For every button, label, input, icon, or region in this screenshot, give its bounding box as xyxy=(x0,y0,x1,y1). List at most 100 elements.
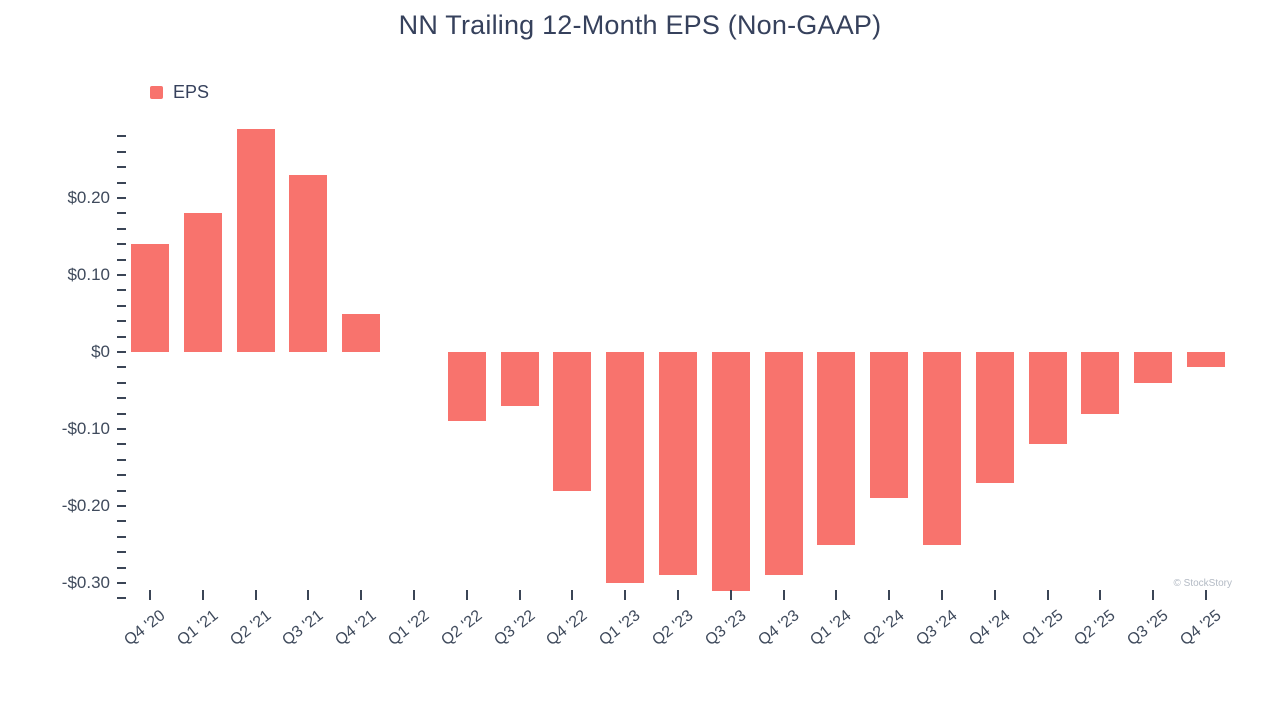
bar xyxy=(447,352,486,422)
y-axis-tick xyxy=(117,227,126,230)
x-axis-tick xyxy=(1046,590,1049,600)
x-axis-tick xyxy=(1205,590,1207,600)
x-axis-label: Q2 '24 xyxy=(860,607,908,650)
y-axis-tick xyxy=(117,243,126,246)
x-axis-tick xyxy=(307,590,310,600)
x-axis-label: Q1 '24 xyxy=(807,607,855,650)
x-axis-tick xyxy=(201,590,204,600)
x-axis-label: Q4 '21 xyxy=(332,607,380,650)
bar xyxy=(817,352,856,545)
x-axis-tick xyxy=(624,590,627,600)
bar xyxy=(711,352,750,591)
bar xyxy=(764,352,803,576)
x-axis-tick xyxy=(835,590,838,600)
y-axis-tick xyxy=(117,366,126,369)
x-axis-label: Q1 '25 xyxy=(1018,607,1067,650)
y-axis-label: -$0.20 xyxy=(61,496,110,515)
y-axis-tick xyxy=(117,274,126,276)
watermark: © StockStory xyxy=(1173,578,1233,589)
x-axis-tick xyxy=(993,590,996,600)
y-axis-tick xyxy=(117,197,126,199)
x-axis-label: Q2 '22 xyxy=(438,607,486,650)
y-axis-tick xyxy=(117,443,126,446)
x-axis-tick xyxy=(254,590,257,600)
bar xyxy=(1134,352,1173,383)
y-axis-tick xyxy=(117,428,126,430)
x-axis-tick xyxy=(677,590,679,600)
chart-title: NN Trailing 12-Month EPS (Non-GAAP) xyxy=(398,10,882,40)
y-axis-tick xyxy=(117,505,126,507)
bar xyxy=(923,352,961,545)
x-axis-label: Q4 '24 xyxy=(966,607,1014,650)
bar xyxy=(183,213,222,352)
x-axis-label: Q3 '22 xyxy=(490,607,539,650)
y-axis-label: -$0.10 xyxy=(61,419,110,438)
y-axis-tick xyxy=(117,135,126,138)
y-axis-tick xyxy=(117,181,126,184)
bar xyxy=(131,244,169,352)
bar xyxy=(500,352,539,406)
y-axis-label: $0.10 xyxy=(67,265,110,284)
y-axis-tick xyxy=(117,520,126,523)
bar xyxy=(1187,352,1225,368)
x-axis-tick xyxy=(888,590,891,600)
y-axis-tick xyxy=(117,304,126,307)
y-axis-tick xyxy=(117,258,126,261)
bar xyxy=(553,352,592,491)
bar xyxy=(236,128,275,352)
bar xyxy=(289,174,328,352)
x-axis-tick xyxy=(1152,590,1155,600)
y-axis-tick xyxy=(117,474,126,477)
x-axis-tick xyxy=(518,590,521,600)
bar xyxy=(1028,352,1067,445)
y-axis-tick xyxy=(117,412,126,415)
y-axis-tick xyxy=(117,381,126,384)
y-axis-tick xyxy=(117,289,126,292)
x-axis-label: Q2 '23 xyxy=(649,607,697,650)
x-axis-label: Q1 '21 xyxy=(174,607,222,650)
x-axis-tick xyxy=(571,590,574,600)
y-axis-tick xyxy=(117,335,126,338)
x-axis-tick xyxy=(465,590,468,600)
x-axis-label: Q4 '23 xyxy=(754,607,803,650)
y-axis-tick xyxy=(117,458,126,461)
x-axis-tick xyxy=(413,590,415,600)
bar xyxy=(870,352,909,499)
legend-swatch-icon xyxy=(150,86,163,99)
x-axis-tick xyxy=(941,590,943,600)
x-axis-tick xyxy=(782,590,785,600)
bar xyxy=(659,352,697,576)
y-axis-tick xyxy=(117,320,126,323)
y-axis-tick xyxy=(117,212,126,215)
y-axis-tick xyxy=(117,582,126,584)
y-axis-tick xyxy=(117,489,126,492)
y-axis-tick xyxy=(117,150,126,153)
y-axis-tick xyxy=(117,597,126,600)
x-axis-label: Q3 '21 xyxy=(279,607,327,650)
y-axis-tick xyxy=(117,551,126,554)
x-axis-label: Q3 '25 xyxy=(1124,607,1172,650)
x-axis-label: Q3 '23 xyxy=(702,607,750,650)
x-axis-tick xyxy=(149,590,151,600)
y-axis-tick xyxy=(117,566,126,569)
y-axis-tick xyxy=(117,535,126,538)
x-axis-label: Q4 '25 xyxy=(1177,607,1225,650)
x-axis-tick xyxy=(360,590,363,600)
y-axis-label: $0 xyxy=(91,342,110,361)
x-axis-tick xyxy=(1099,590,1102,600)
legend-label: EPS xyxy=(173,82,210,102)
bar xyxy=(975,352,1014,483)
y-axis-tick xyxy=(117,397,126,400)
x-axis-label: Q1 '22 xyxy=(385,607,433,650)
x-axis-label: Q3 '24 xyxy=(913,607,961,650)
y-axis-label: -$0.30 xyxy=(61,573,110,592)
y-axis-tick xyxy=(117,166,126,169)
y-axis-label: $0.20 xyxy=(67,188,110,207)
legend: EPS xyxy=(150,82,209,103)
bar xyxy=(1081,352,1120,414)
x-axis-label: Q4 '22 xyxy=(543,607,591,650)
y-axis-tick xyxy=(117,351,126,353)
x-axis-tick xyxy=(729,590,732,600)
